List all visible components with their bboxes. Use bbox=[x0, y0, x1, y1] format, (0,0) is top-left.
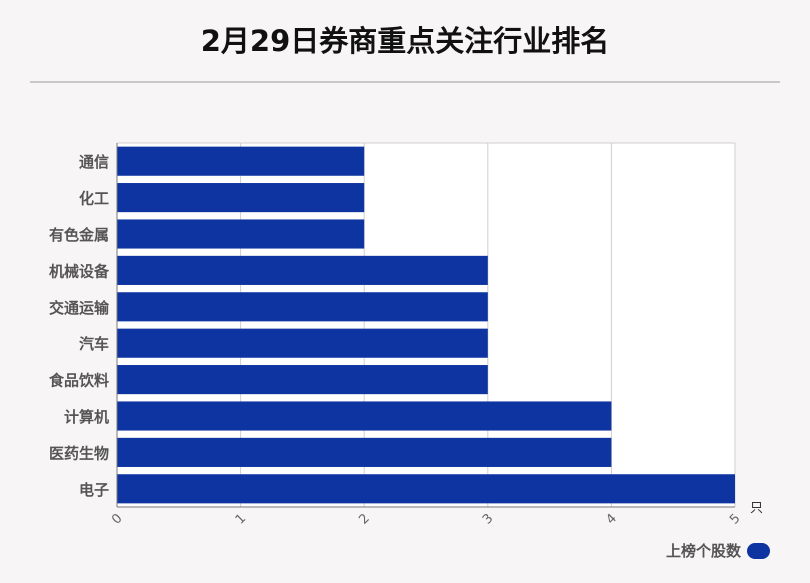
x-tick-label: 3 bbox=[480, 511, 496, 527]
x-tick-label: 5 bbox=[727, 511, 743, 527]
category-label: 医药生物 bbox=[49, 444, 109, 462]
legend-swatch bbox=[747, 542, 770, 559]
bar bbox=[117, 146, 365, 176]
category-label: 交通运输 bbox=[49, 299, 110, 317]
x-unit-label: 只 bbox=[750, 501, 763, 516]
category-label: 计算机 bbox=[64, 408, 109, 426]
category-label: 有色金属 bbox=[49, 226, 109, 244]
category-label: 电子 bbox=[79, 481, 109, 499]
x-tick-label: 2 bbox=[356, 511, 372, 527]
x-tick-label: 0 bbox=[109, 511, 125, 527]
category-label: 通信 bbox=[79, 153, 109, 171]
bar bbox=[117, 292, 488, 322]
title-divider bbox=[30, 81, 780, 83]
chart-title: 2月29日券商重点关注行业排名 bbox=[200, 24, 610, 58]
bar bbox=[117, 255, 488, 285]
bar bbox=[117, 401, 612, 431]
category-label: 食品饮料 bbox=[49, 372, 109, 390]
bar bbox=[117, 365, 488, 395]
bar bbox=[117, 183, 365, 213]
category-label: 汽车 bbox=[79, 335, 109, 353]
bar bbox=[117, 437, 612, 467]
category-label: 机械设备 bbox=[49, 262, 110, 280]
legend-label: 上榜个股数 bbox=[665, 542, 741, 560]
x-tick-label: 4 bbox=[604, 511, 620, 527]
category-label: 化工 bbox=[79, 190, 109, 208]
x-tick-label: 1 bbox=[233, 511, 249, 527]
bar bbox=[117, 328, 488, 358]
bar bbox=[117, 474, 735, 504]
bar bbox=[117, 219, 365, 249]
legend[interactable]: 上榜个股数 bbox=[666, 540, 770, 561]
